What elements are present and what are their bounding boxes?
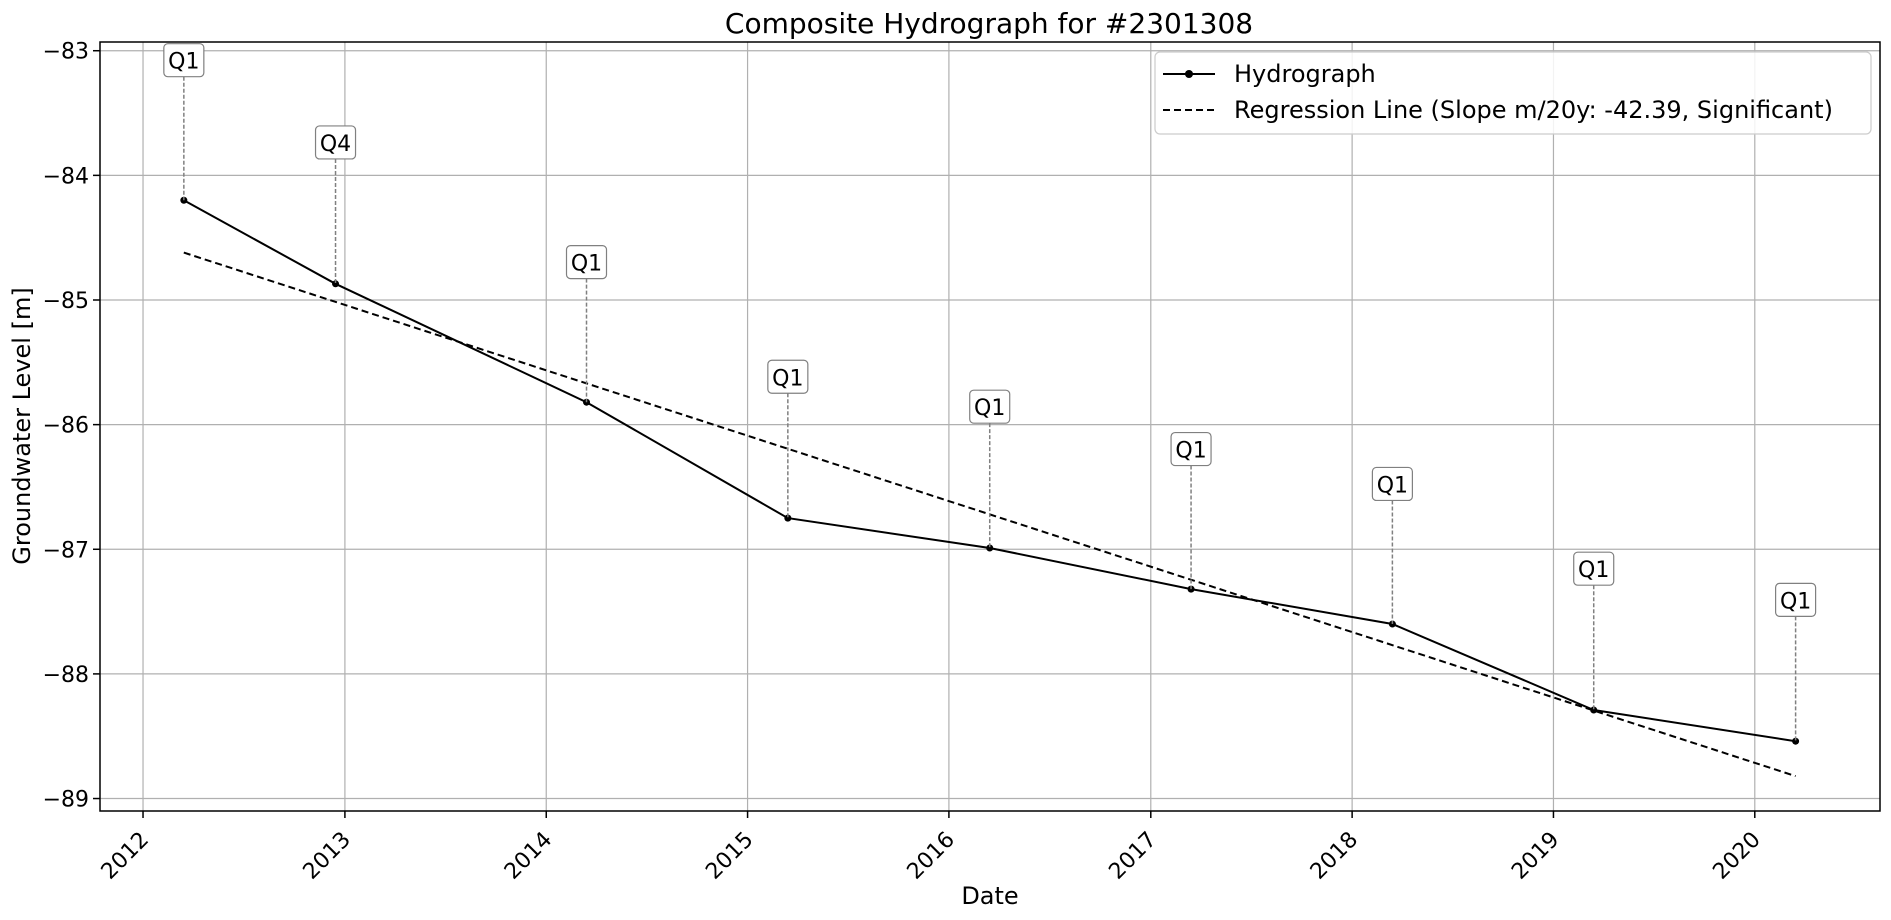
y-tick-label: −85 (43, 289, 89, 314)
y-tick-label: −87 (43, 538, 89, 563)
annotation-label: Q1 (168, 50, 199, 75)
hydrograph-point (332, 280, 340, 288)
chart-title: Composite Hydrograph for #2301308 (725, 7, 1253, 40)
hydrograph-point (1792, 737, 1800, 745)
x-tick-label: 2014 (500, 827, 557, 884)
y-tick-label: −89 (43, 788, 89, 813)
y-axis: −83 −84 −85 −86 −87 −88 −89 (43, 40, 100, 813)
annotation-box (1170, 431, 1212, 467)
y-tick-label: −83 (43, 40, 89, 65)
annotation-label: Q1 (772, 366, 803, 391)
annotation-box (1371, 466, 1413, 502)
y-tick-label: −84 (43, 164, 89, 189)
x-tick-label: 2017 (1105, 827, 1162, 884)
annotation-label: Q1 (974, 396, 1005, 421)
x-tick-label: 2013 (299, 827, 356, 884)
x-axis-label: Date (961, 882, 1018, 910)
x-tick-label: 2019 (1507, 827, 1564, 884)
annotation-box (314, 125, 357, 160)
annotation-label: Q1 (1377, 473, 1408, 498)
legend-box (1154, 51, 1872, 135)
annotation-label: Q1 (1175, 439, 1206, 464)
y-tick-label: −86 (43, 414, 89, 439)
legend: Hydrograph Regression Line (Slope m/20y:… (1154, 51, 1872, 135)
hydrograph-point (1590, 706, 1598, 714)
annotation-box (565, 245, 608, 280)
x-tick-label: 2016 (903, 827, 960, 884)
hydrograph-point (986, 544, 994, 552)
x-axis: 2012 2013 2014 2015 2016 2017 2018 2019 2020 (97, 811, 1766, 885)
annotation-label: Q1 (1780, 589, 1811, 614)
legend-hydrograph-marker (1185, 70, 1193, 78)
annotation-label: Q1 (1578, 558, 1609, 583)
annotation-box (1775, 582, 1817, 617)
annotation-label: Q4 (320, 132, 351, 157)
annotation-box (969, 389, 1011, 424)
plot-frame (99, 41, 1881, 812)
hydrograph-point (784, 514, 792, 522)
y-tick-label: −88 (43, 663, 89, 688)
annotation-box (767, 359, 809, 394)
x-tick-label: 2018 (1306, 827, 1363, 884)
legend-regression-label: Regression Line (Slope m/20y: -42.39, Si… (1234, 96, 1833, 124)
annotation-box (1573, 551, 1615, 586)
annotation-box (163, 43, 205, 78)
y-axis-label: Groundwater Level [m] (8, 287, 36, 564)
annotation-label: Q1 (571, 252, 602, 277)
x-tick-label: 2015 (701, 827, 758, 884)
x-tick-label: 2020 (1709, 827, 1766, 884)
x-tick-label: 2012 (97, 827, 154, 884)
legend-hydrograph-label: Hydrograph (1234, 60, 1376, 88)
annotations: Q1 Q4 Q1 Q1 Q1 Q1 Q1 Q1 Q1 (163, 43, 1817, 742)
